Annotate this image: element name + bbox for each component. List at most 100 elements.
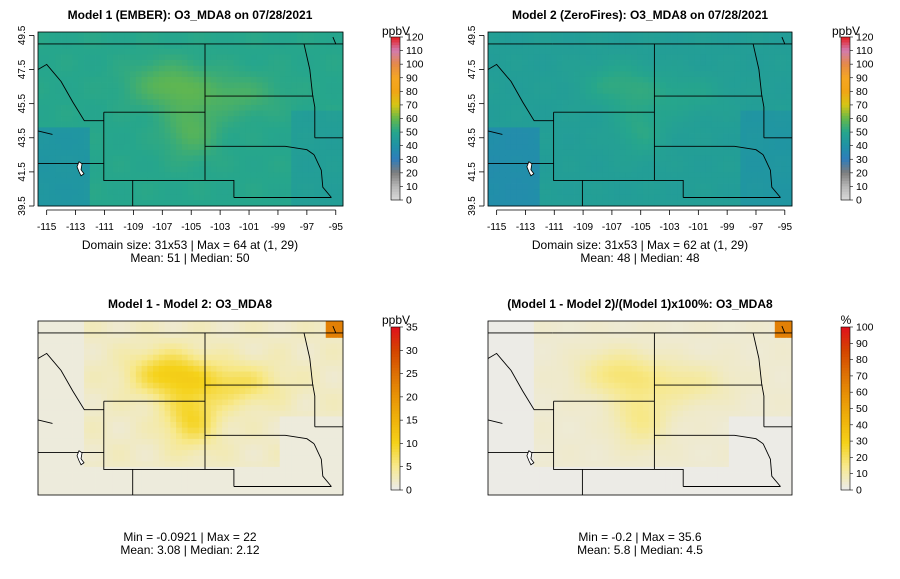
field-cell — [671, 121, 678, 128]
field-cell — [631, 43, 638, 50]
field-cell — [135, 321, 142, 328]
field-cell — [89, 65, 96, 72]
field-cell — [505, 149, 512, 156]
field-cell — [302, 110, 309, 117]
field-cell — [256, 349, 263, 356]
field-cell — [291, 138, 298, 145]
field-cell — [757, 60, 764, 67]
field-cell — [510, 200, 518, 207]
field-cell — [596, 104, 604, 111]
field-cell — [199, 337, 206, 344]
field-cell — [89, 54, 96, 61]
field-cell — [153, 60, 160, 67]
field-cell — [112, 337, 119, 344]
field-cell — [141, 88, 148, 95]
field-cell — [285, 177, 292, 184]
field-cell — [677, 76, 684, 83]
field-cell — [66, 388, 73, 395]
field-cell — [227, 382, 235, 389]
field-cell — [118, 48, 125, 55]
field-cell — [49, 427, 56, 434]
field-cell — [734, 133, 741, 140]
field-cell — [227, 189, 235, 196]
field-cell — [141, 321, 148, 328]
field-cell — [608, 189, 615, 196]
field-cell — [488, 116, 495, 123]
field-cell — [199, 405, 206, 412]
field-cell — [193, 71, 200, 78]
field-cell — [262, 371, 269, 378]
field-cell — [769, 116, 776, 123]
field-cell — [141, 427, 148, 434]
field-cell — [158, 326, 165, 333]
field-cell — [562, 54, 569, 61]
field-cell — [660, 138, 667, 145]
field-cell — [124, 377, 131, 384]
field-cell — [170, 65, 177, 72]
field-cell — [227, 337, 235, 344]
field-cell — [734, 104, 741, 111]
field-cell — [694, 43, 701, 50]
field-cell — [319, 172, 327, 179]
field-cell — [66, 377, 73, 384]
field-cell — [337, 104, 344, 111]
field-cell — [786, 76, 793, 83]
field-cell — [256, 76, 263, 83]
field-cell — [302, 54, 309, 61]
field-cell — [43, 116, 50, 123]
field-cell — [216, 183, 223, 190]
field-cell — [786, 43, 793, 50]
field-cell — [187, 82, 194, 89]
field-cell — [562, 116, 569, 123]
field-cell — [164, 71, 171, 78]
field-cell — [591, 110, 598, 117]
field-cell — [337, 32, 344, 39]
field-cell — [637, 48, 644, 55]
field-cell — [279, 104, 286, 111]
field-cell — [291, 37, 298, 44]
field-cell — [688, 161, 695, 168]
field-cell — [574, 104, 581, 111]
field-cell — [648, 121, 655, 128]
field-cell — [72, 326, 79, 333]
field-cell — [596, 177, 604, 184]
field-cell — [291, 433, 298, 440]
field-cell — [135, 183, 142, 190]
field-cell — [176, 422, 183, 429]
field-cell — [291, 393, 298, 400]
field-cell — [78, 110, 85, 117]
field-cell — [210, 450, 217, 457]
colorbar-swatch — [391, 113, 400, 117]
field-cell — [545, 161, 552, 168]
field-cell — [256, 405, 263, 412]
field-cell — [118, 93, 125, 100]
field-cell — [285, 444, 292, 451]
field-cell — [757, 166, 764, 173]
field-cell — [665, 200, 672, 207]
field-cell — [625, 189, 632, 196]
field-cell — [751, 161, 758, 168]
field-cell — [222, 71, 229, 78]
field-cell — [319, 332, 327, 339]
field-cell — [107, 82, 114, 89]
field-cell — [256, 189, 263, 196]
field-cell — [619, 144, 627, 151]
field-cell — [55, 393, 62, 400]
field-cell — [130, 377, 137, 384]
field-cell — [694, 144, 701, 151]
field-cell — [176, 43, 183, 50]
field-cell — [728, 43, 736, 50]
field-cell — [118, 427, 125, 434]
colorbar-swatch — [391, 75, 400, 79]
field-cell — [233, 343, 240, 350]
field-cell — [66, 76, 73, 83]
colorbar-swatch — [841, 172, 850, 176]
field-cell — [84, 43, 91, 50]
field-cell — [314, 177, 321, 184]
field-cell — [602, 43, 609, 50]
field-cell — [227, 127, 235, 134]
field-cell — [325, 444, 332, 451]
field-cell — [158, 43, 165, 50]
field-cell — [268, 360, 275, 367]
field-cell — [660, 43, 667, 50]
